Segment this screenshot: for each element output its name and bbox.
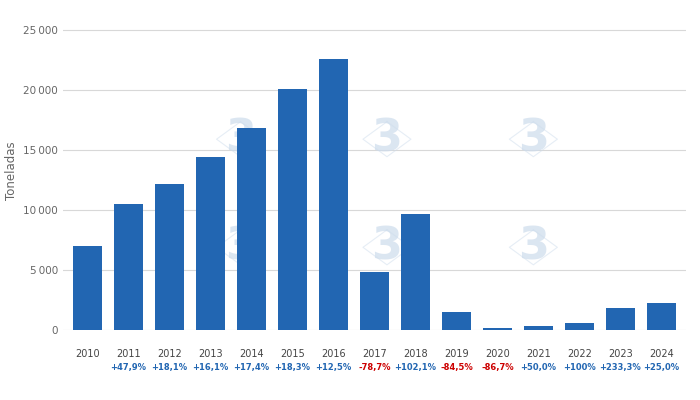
- Bar: [401, 214, 430, 330]
- Bar: [278, 89, 307, 330]
- Text: -78,7%: -78,7%: [358, 363, 391, 372]
- Text: -84,5%: -84,5%: [440, 363, 473, 372]
- Y-axis label: Toneladas: Toneladas: [5, 142, 18, 200]
- Bar: [565, 323, 594, 330]
- Text: +102,1%: +102,1%: [395, 363, 437, 372]
- Text: +47,9%: +47,9%: [111, 363, 146, 372]
- Text: +17,4%: +17,4%: [234, 363, 270, 372]
- Text: +50,0%: +50,0%: [520, 363, 556, 372]
- Text: +16,1%: +16,1%: [193, 363, 229, 372]
- Text: 3: 3: [518, 226, 549, 269]
- Text: +233,3%: +233,3%: [599, 363, 641, 372]
- Text: -86,7%: -86,7%: [481, 363, 514, 372]
- Bar: [647, 303, 676, 330]
- Text: 3: 3: [372, 226, 402, 269]
- Text: 3: 3: [518, 118, 549, 161]
- Bar: [524, 326, 553, 330]
- Bar: [74, 246, 102, 330]
- Text: +25,0%: +25,0%: [643, 363, 680, 372]
- Bar: [155, 184, 184, 330]
- Bar: [483, 328, 512, 330]
- Text: +100%: +100%: [563, 363, 596, 372]
- Text: +18,1%: +18,1%: [151, 363, 188, 372]
- Text: +12,5%: +12,5%: [316, 363, 351, 372]
- Text: +18,3%: +18,3%: [274, 363, 311, 372]
- Bar: [360, 272, 388, 330]
- Bar: [114, 204, 143, 330]
- Text: 3: 3: [372, 118, 402, 161]
- Bar: [237, 128, 266, 330]
- Text: 3: 3: [225, 226, 256, 269]
- Bar: [442, 312, 471, 330]
- Bar: [606, 308, 635, 330]
- Bar: [196, 157, 225, 330]
- Text: 3: 3: [225, 118, 256, 161]
- Bar: [319, 59, 348, 330]
